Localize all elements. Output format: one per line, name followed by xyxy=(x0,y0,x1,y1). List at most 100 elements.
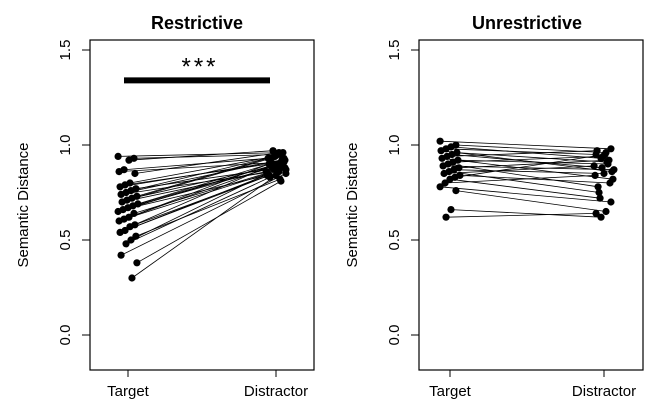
pair-line xyxy=(446,213,597,218)
target-point xyxy=(114,207,122,216)
distractor-point xyxy=(602,207,610,216)
pair-line xyxy=(118,157,285,222)
distractor-point xyxy=(601,150,609,159)
pair-line xyxy=(446,148,597,155)
target-point xyxy=(436,137,444,145)
distractor-point xyxy=(610,166,618,174)
pair-line xyxy=(450,209,602,218)
distractor-point xyxy=(591,171,599,179)
target-point xyxy=(446,175,454,183)
target-point xyxy=(441,179,449,187)
distractor-point xyxy=(607,198,615,206)
target-point xyxy=(114,152,122,160)
distractor-point xyxy=(606,179,614,187)
plot-frame xyxy=(89,39,315,371)
distractor-point xyxy=(593,147,601,155)
target-point xyxy=(126,223,134,231)
y-tick-label: 0.5 xyxy=(386,230,403,251)
pair-line xyxy=(448,171,600,193)
pair-line xyxy=(452,156,604,163)
pair-line xyxy=(120,173,287,256)
pair-line xyxy=(454,154,606,178)
target-point xyxy=(452,187,460,195)
pair-line xyxy=(125,176,271,245)
pair-line xyxy=(445,175,596,184)
distractor-point xyxy=(280,154,288,162)
target-point xyxy=(115,217,123,225)
chart-title: Restrictive xyxy=(151,13,243,33)
pair-line xyxy=(129,163,275,228)
panel-unrestrictive: Unrestrictive 0.0 0.5 1.0 1.5 Semantic Distan… xyxy=(344,13,644,400)
distractor-point xyxy=(592,209,600,217)
pair-line xyxy=(459,175,610,184)
x-category-label: Distractor xyxy=(572,383,636,400)
pair-line xyxy=(123,173,269,220)
y-tick-label: 1.5 xyxy=(57,40,74,61)
x-category-label: Target xyxy=(107,383,150,400)
target-point xyxy=(116,228,124,236)
distractor-point xyxy=(600,169,608,178)
distractor-point xyxy=(595,188,603,197)
pair-line xyxy=(451,154,603,169)
pair-line xyxy=(456,152,607,163)
target-point xyxy=(127,236,135,244)
distractor-point xyxy=(607,145,615,153)
pair-line xyxy=(124,157,269,171)
y-tick-label: 0.0 xyxy=(57,325,74,346)
distractor-point xyxy=(597,213,605,221)
chart-title: Unrestrictive xyxy=(472,13,582,33)
pair-line xyxy=(455,190,607,212)
pair-line xyxy=(130,169,276,241)
pair-line xyxy=(128,150,274,161)
y-tick-label: 0.0 xyxy=(386,325,403,346)
target-point xyxy=(436,183,444,191)
pair-line xyxy=(447,150,598,157)
pair-line xyxy=(453,169,605,174)
pair-line xyxy=(458,159,609,169)
pair-line xyxy=(130,156,276,191)
y-tick-label: 1.5 xyxy=(386,40,403,61)
x-category-label: Distractor xyxy=(244,383,308,400)
pair-line xyxy=(440,186,611,203)
pair-line xyxy=(133,154,278,159)
target-point xyxy=(116,183,124,191)
pair-line xyxy=(118,152,283,157)
y-axis-label: Semantic Distance xyxy=(15,142,32,267)
distractor-point xyxy=(272,171,280,179)
distractor-point xyxy=(269,147,277,155)
target-point xyxy=(117,190,125,198)
distractor-point xyxy=(270,160,278,168)
target-point xyxy=(122,240,130,248)
pair-line xyxy=(450,146,602,159)
pair-line xyxy=(136,154,282,197)
distractor-point xyxy=(281,164,289,172)
distractor-point xyxy=(605,156,613,164)
pair-line xyxy=(119,161,284,172)
target-point xyxy=(128,274,136,282)
pair-line xyxy=(131,175,277,279)
target-point xyxy=(118,198,126,206)
pair-line xyxy=(136,180,282,264)
x-category-label: Target xyxy=(429,383,472,400)
y-tick-label: 0.5 xyxy=(57,230,74,251)
pair-line xyxy=(134,152,280,174)
target-point xyxy=(115,168,123,176)
y-axis-label: Semantic Distance xyxy=(344,142,361,267)
y-tick-label: 1.0 xyxy=(57,135,74,156)
pair-line xyxy=(444,165,595,174)
pair-line xyxy=(129,156,275,184)
pair-line xyxy=(137,159,283,205)
pair-line xyxy=(440,140,611,150)
distractor-point xyxy=(266,173,274,181)
distractor-point xyxy=(282,169,290,178)
pair-line xyxy=(125,161,271,193)
target-point xyxy=(125,156,133,164)
distractor-point xyxy=(594,183,602,191)
distractor-point xyxy=(596,194,604,202)
target-point xyxy=(447,206,455,214)
pair-line xyxy=(117,161,284,212)
target-point xyxy=(131,169,139,178)
pair-line xyxy=(449,178,601,199)
target-point xyxy=(440,169,448,178)
